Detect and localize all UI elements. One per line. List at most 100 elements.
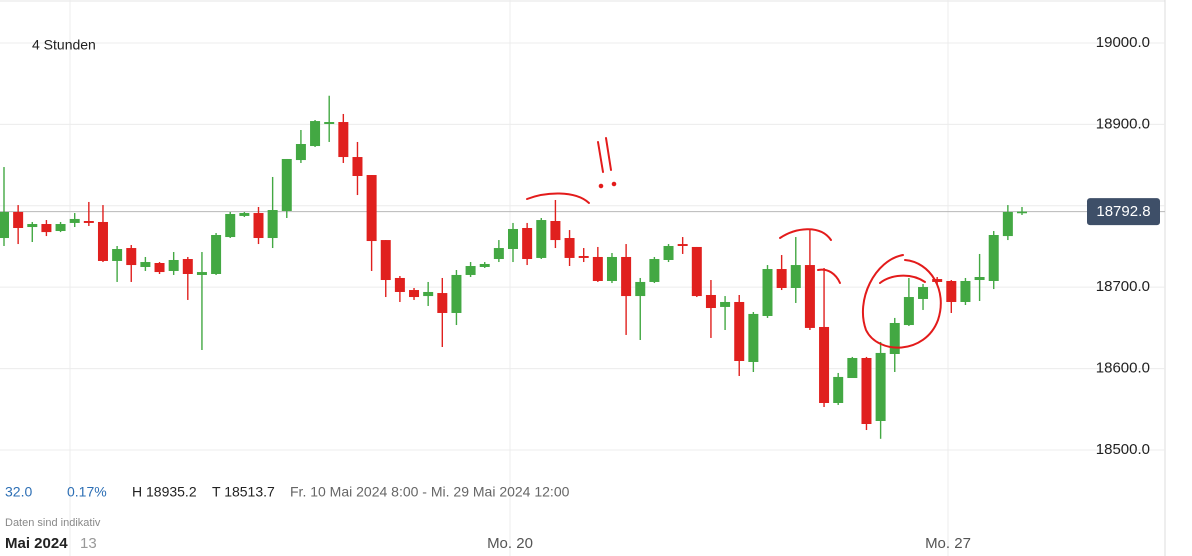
y-tick-label: 18700.0 bbox=[1096, 278, 1150, 295]
candle-body bbox=[550, 221, 561, 241]
candle-body bbox=[41, 224, 52, 233]
last-price-label: 18792.8 bbox=[1096, 203, 1150, 220]
candle-body bbox=[762, 269, 773, 316]
y-tick-label: 18900.0 bbox=[1096, 115, 1150, 132]
candle-body bbox=[536, 220, 547, 258]
candle-body bbox=[394, 277, 405, 292]
candle-body bbox=[126, 248, 137, 266]
candle-body bbox=[366, 175, 377, 242]
y-tick-label: 18600.0 bbox=[1096, 360, 1150, 377]
x-tick-label: 13 bbox=[80, 535, 97, 552]
change: 32.0 bbox=[5, 484, 32, 500]
candle-body bbox=[621, 256, 632, 297]
candle-body bbox=[83, 221, 94, 223]
candle-body bbox=[352, 157, 363, 176]
x-tick-label: Mo. 27 bbox=[925, 535, 971, 552]
candle-body bbox=[918, 287, 929, 299]
candle-body bbox=[239, 213, 250, 216]
candle-body bbox=[960, 280, 971, 302]
candle-body bbox=[875, 352, 886, 421]
candles bbox=[0, 95, 1027, 439]
candle-body bbox=[295, 144, 306, 161]
candle-body bbox=[776, 269, 787, 288]
candle-body bbox=[847, 357, 858, 379]
annotation-mark bbox=[611, 181, 617, 187]
candle-body bbox=[479, 263, 490, 267]
candle-body bbox=[833, 376, 844, 403]
candle-body bbox=[705, 294, 716, 309]
candle-body bbox=[635, 281, 646, 297]
candle-body bbox=[508, 228, 518, 250]
candle-body bbox=[310, 121, 321, 147]
disclaimer: Daten sind indikativ bbox=[5, 517, 101, 529]
candle-body bbox=[988, 235, 999, 281]
candle-body bbox=[903, 297, 914, 326]
annotation-arc bbox=[526, 192, 590, 204]
candle-body bbox=[154, 263, 165, 273]
candle-body bbox=[522, 228, 533, 260]
period-low: T 18513.7 bbox=[212, 484, 275, 500]
y-tick-label: 18500.0 bbox=[1096, 441, 1150, 458]
candle-body bbox=[465, 266, 476, 275]
candle-body bbox=[663, 245, 674, 260]
annotation-arc bbox=[879, 274, 926, 284]
candle-body bbox=[889, 322, 900, 355]
candle-body bbox=[27, 224, 38, 228]
candle-body bbox=[493, 248, 504, 260]
candle-body bbox=[267, 210, 278, 239]
candle-body bbox=[253, 213, 264, 239]
candle-body bbox=[946, 280, 957, 302]
candle-body bbox=[281, 158, 292, 211]
change-pct: 0.17% bbox=[67, 484, 107, 500]
candle-body bbox=[974, 277, 985, 281]
annotation-circle bbox=[861, 254, 942, 349]
annotation-mark bbox=[605, 137, 612, 171]
candle-body bbox=[140, 262, 151, 267]
annotation-arc bbox=[779, 228, 832, 241]
candle-body bbox=[606, 256, 617, 281]
candle-body bbox=[13, 211, 24, 229]
candle-body bbox=[748, 313, 759, 362]
candle-body bbox=[225, 214, 236, 238]
candle-body bbox=[819, 326, 830, 403]
last-price-badge bbox=[1087, 198, 1160, 226]
candle-body bbox=[1002, 211, 1013, 237]
candle-body bbox=[804, 265, 815, 328]
candle-body bbox=[790, 265, 801, 288]
candle-body bbox=[1017, 211, 1027, 214]
candle-body bbox=[578, 256, 589, 258]
candle-body bbox=[734, 301, 745, 362]
annotation-mark bbox=[598, 183, 604, 189]
candle-body bbox=[182, 259, 193, 274]
candle-body bbox=[324, 122, 335, 124]
candle-body bbox=[720, 301, 731, 307]
candle-body bbox=[437, 293, 448, 313]
candle-body bbox=[691, 246, 702, 297]
candle-body bbox=[592, 256, 603, 281]
candle-body bbox=[380, 240, 391, 281]
candle-body bbox=[97, 221, 108, 261]
annotation-arc bbox=[817, 268, 841, 284]
candle-body bbox=[338, 122, 349, 158]
candle-body bbox=[649, 259, 660, 282]
labels: 4 Stunden 32.0 0.17% H 18935.2 T 18513.7… bbox=[5, 34, 1160, 552]
candle-body bbox=[932, 279, 943, 282]
candle-body bbox=[0, 211, 9, 239]
y-tick-label: 19000.0 bbox=[1096, 34, 1150, 51]
candle-body bbox=[112, 249, 123, 261]
annotation-mark bbox=[597, 141, 604, 173]
candle-body bbox=[451, 274, 462, 313]
candle-body bbox=[564, 238, 575, 258]
candle-body bbox=[409, 290, 420, 298]
grid bbox=[0, 0, 1165, 556]
candle-body bbox=[211, 235, 222, 274]
period-high: H 18935.2 bbox=[132, 484, 197, 500]
date-range: Fr. 10 Mai 2024 8:00 - Mi. 29 Mai 2024 1… bbox=[290, 484, 570, 500]
candle-body bbox=[677, 244, 688, 246]
candle-body bbox=[55, 224, 66, 232]
interval-label: 4 Stunden bbox=[32, 37, 96, 53]
x-tick-label: Mo. 20 bbox=[487, 535, 533, 552]
candle-body bbox=[196, 272, 207, 275]
x-tick-label: Mai 2024 bbox=[5, 535, 68, 552]
